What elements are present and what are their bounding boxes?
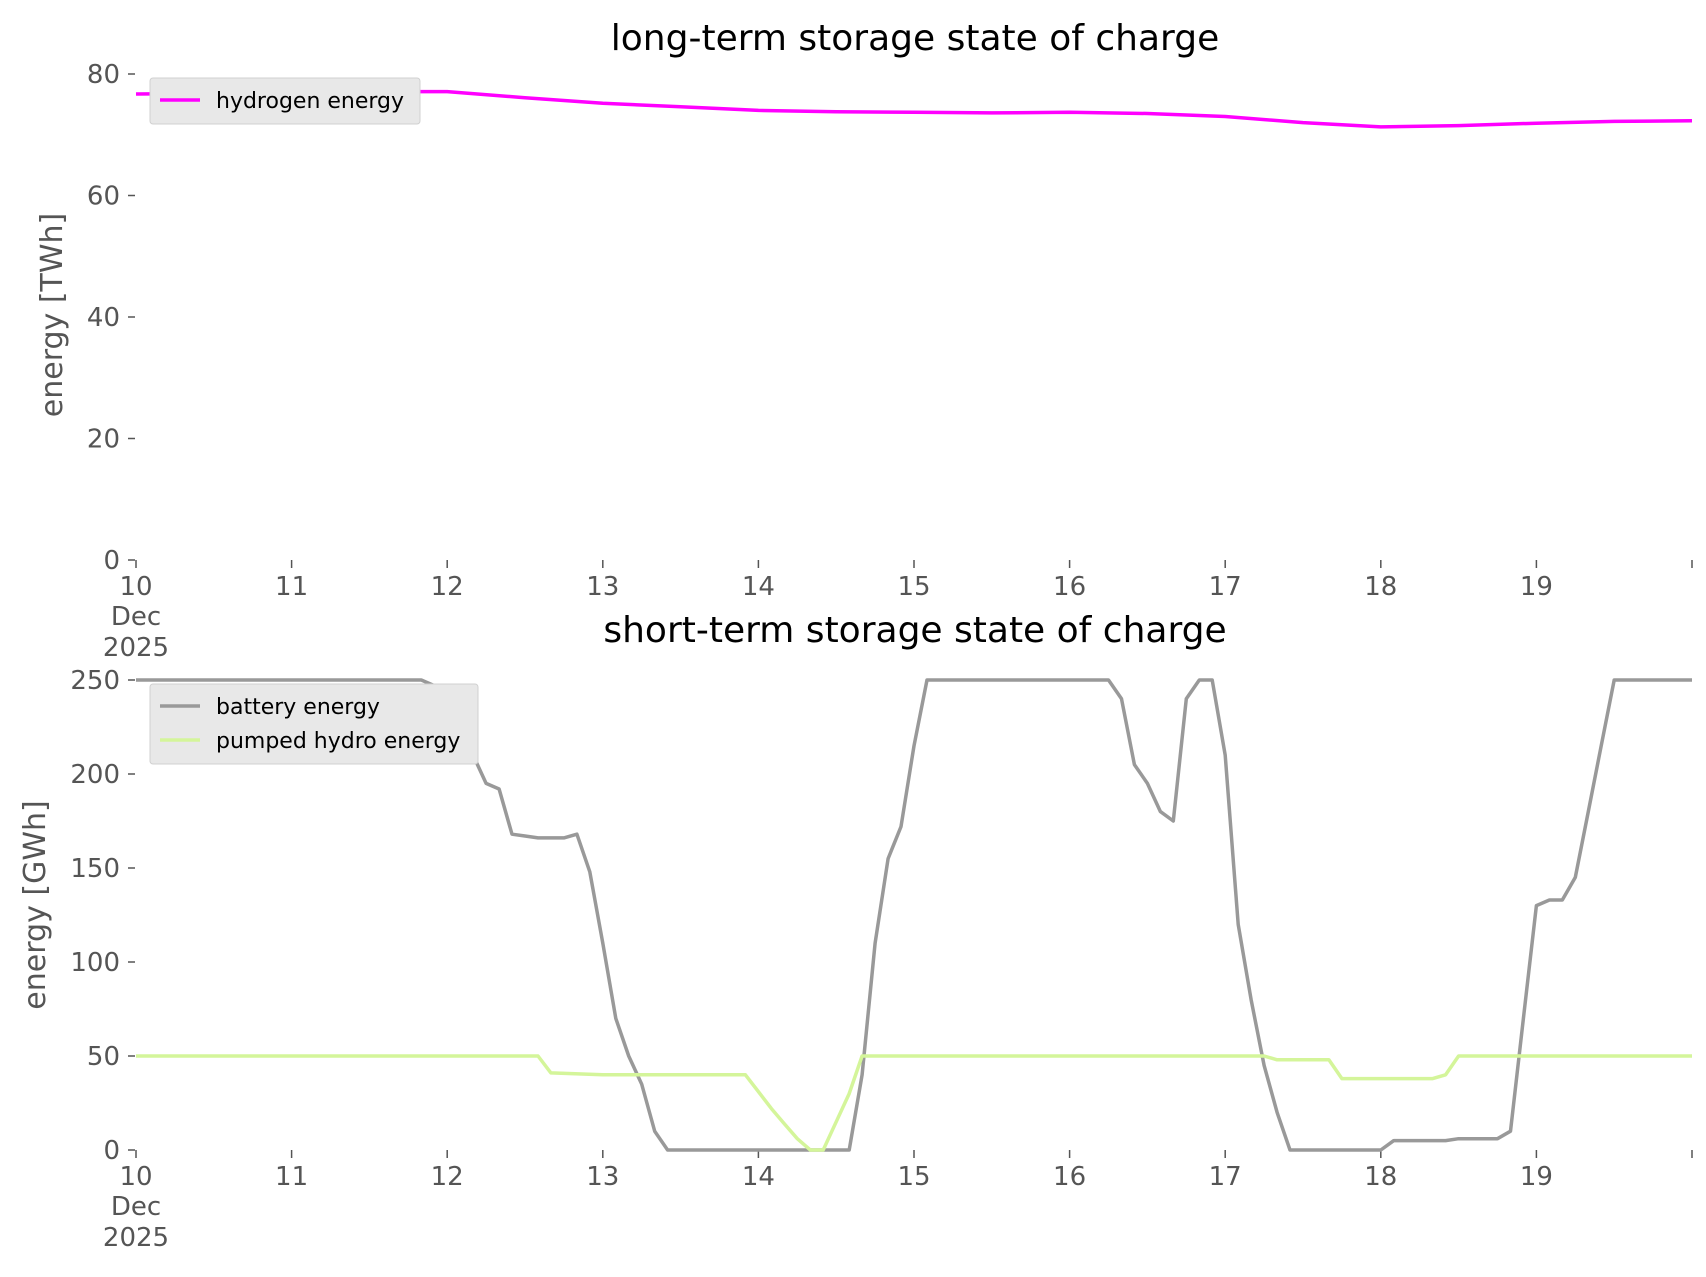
x-tick-label: 10 bbox=[119, 572, 152, 602]
series-lines bbox=[136, 678, 1692, 1152]
chart-title: short-term storage state of charge bbox=[603, 610, 1226, 651]
x-tick-label: 11 bbox=[275, 572, 308, 602]
x-tick-label: 18 bbox=[1364, 1162, 1397, 1192]
legend: hydrogen energy bbox=[149, 77, 421, 125]
legend: battery energy pumped hydro energy bbox=[149, 683, 479, 765]
y-tick-label: 80 bbox=[87, 60, 120, 90]
x-tick-label: 15 bbox=[897, 572, 930, 602]
y-tick-label: 40 bbox=[87, 303, 120, 333]
legend-box bbox=[149, 77, 421, 125]
x-tick-sublabel: Dec bbox=[111, 1192, 161, 1222]
y-axis-ticks: 0 50 100 150 200 250 bbox=[70, 666, 135, 1166]
y-tick-label: 250 bbox=[70, 666, 120, 696]
legend-label: battery energy bbox=[216, 695, 380, 720]
y-tick-label: 60 bbox=[87, 182, 120, 212]
x-tick-label: 12 bbox=[431, 1162, 464, 1192]
x-tick-sublabel: Dec bbox=[111, 602, 161, 632]
chart-short-term: short-term storage state of charge energ… bbox=[18, 610, 1693, 1253]
y-tick-label: 100 bbox=[70, 948, 120, 978]
x-tick-sublabel: 2025 bbox=[103, 1223, 169, 1253]
y-tick-label: 150 bbox=[70, 854, 120, 884]
y-axis-label: energy [GWh] bbox=[18, 800, 53, 1009]
legend-box bbox=[149, 683, 479, 765]
y-tick-label: 200 bbox=[70, 760, 120, 790]
x-tick-label: 13 bbox=[586, 572, 619, 602]
y-tick-label: 0 bbox=[103, 1136, 120, 1166]
legend-label: pumped hydro energy bbox=[216, 729, 460, 754]
x-tick-label: 13 bbox=[586, 1162, 619, 1192]
x-tick-label: 15 bbox=[897, 1162, 930, 1192]
x-tick-label: 10 bbox=[119, 1162, 152, 1192]
y-tick-label: 0 bbox=[103, 546, 120, 576]
series-line-battery-energy bbox=[136, 678, 1692, 1152]
y-tick-label: 20 bbox=[87, 425, 120, 455]
chart-long-term: long-term storage state of charge energy… bbox=[35, 18, 1693, 663]
x-tick-label: 17 bbox=[1209, 1162, 1242, 1192]
x-tick-label: 18 bbox=[1364, 572, 1397, 602]
x-tick-label: 19 bbox=[1520, 1162, 1553, 1192]
x-tick-label: 16 bbox=[1053, 1162, 1086, 1192]
y-axis-ticks: 0 20 40 60 80 bbox=[87, 60, 135, 576]
y-axis-label: energy [TWh] bbox=[35, 213, 70, 417]
x-tick-label: 12 bbox=[431, 572, 464, 602]
legend-label: hydrogen energy bbox=[216, 89, 404, 114]
x-tick-label: 14 bbox=[742, 1162, 775, 1192]
x-tick-sublabel: 2025 bbox=[103, 633, 169, 663]
chart-title: long-term storage state of charge bbox=[611, 18, 1219, 59]
x-tick-label: 14 bbox=[742, 572, 775, 602]
x-tick-label: 11 bbox=[275, 1162, 308, 1192]
x-tick-label: 17 bbox=[1209, 572, 1242, 602]
series-line-pumped-hydro-energy bbox=[136, 1054, 1692, 1152]
y-tick-label: 50 bbox=[87, 1042, 120, 1072]
x-tick-label: 16 bbox=[1053, 572, 1086, 602]
x-tick-label: 19 bbox=[1520, 572, 1553, 602]
